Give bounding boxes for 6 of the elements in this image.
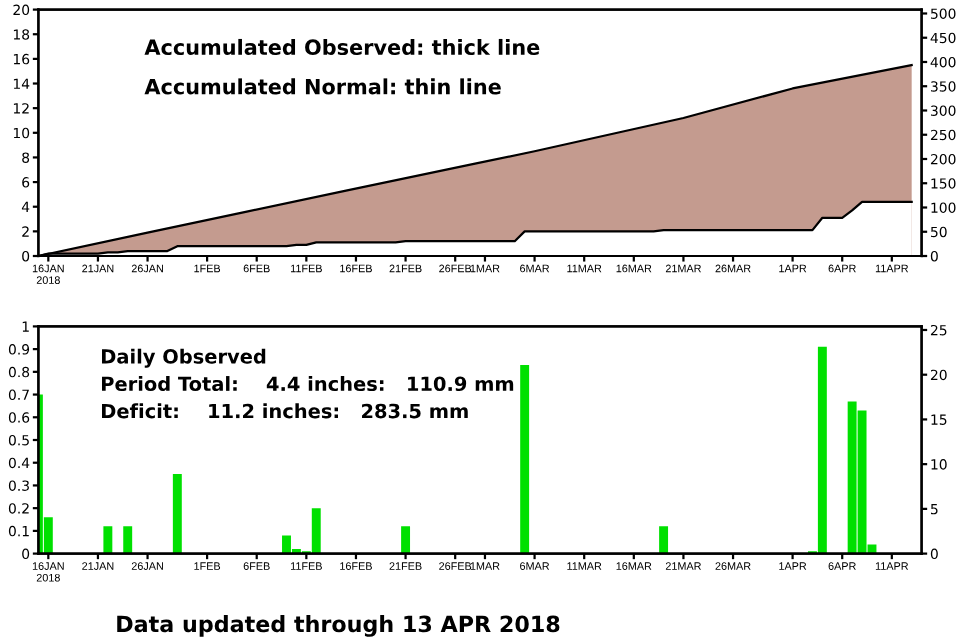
annotation: Accumulated Normal: thin line: [144, 78, 501, 95]
text: Data updated through 13 APR 2018: [117, 615, 560, 637]
annotation: Accumulated Observed: thick line: [144, 38, 540, 56]
annotation: Period Total: 4.4 inches: 110.9 mm: [102, 376, 514, 392]
annotation: Deficit: 11.2 inches: 283.5 mm: [102, 403, 468, 419]
annotation: Daily Observed: [102, 348, 266, 368]
